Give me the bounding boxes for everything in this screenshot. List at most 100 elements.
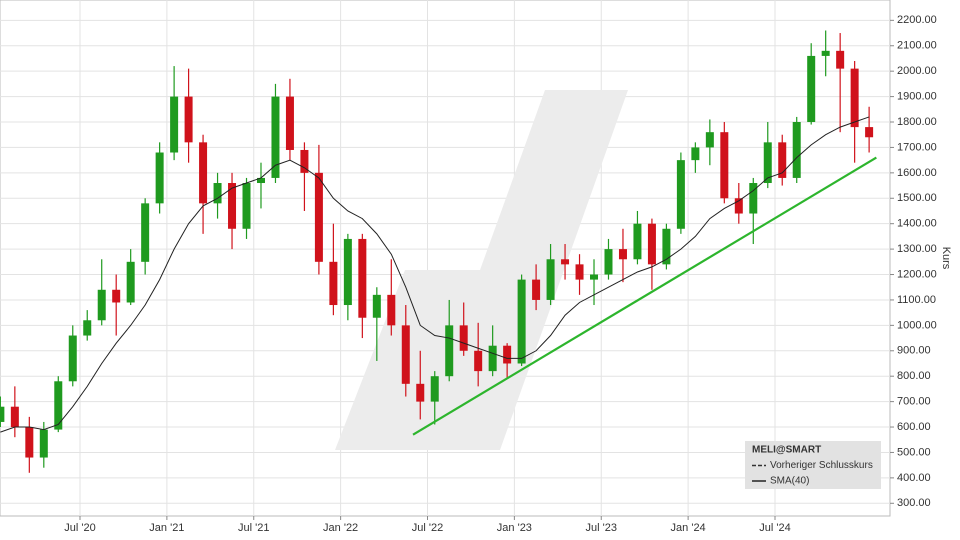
candle-body: [807, 55, 816, 123]
x-tick-label: Jan '24: [671, 522, 706, 534]
legend-box: [745, 441, 881, 489]
candle-body: [68, 335, 77, 382]
y-tick-label: 400.00: [897, 472, 931, 484]
candle-body: [83, 320, 92, 336]
candle-body: [850, 68, 859, 128]
candle-body: [343, 238, 352, 306]
y-tick-label: 1700.00: [897, 141, 937, 153]
candle-body: [401, 325, 410, 384]
y-tick-label: 1300.00: [897, 243, 937, 255]
candle-body: [242, 183, 251, 229]
y-tick-label: 1500.00: [897, 192, 937, 204]
y-tick-label: 2000.00: [897, 65, 937, 77]
candle-body: [546, 259, 555, 300]
legend: MELI@SMART Vorheriger Schlusskurs SMA(40): [745, 441, 881, 489]
x-tick-label: Jul '20: [64, 522, 95, 534]
candle-body: [561, 259, 570, 265]
candle-body: [618, 249, 627, 260]
x-tick-label: Jan '23: [497, 522, 532, 534]
candle-body: [54, 381, 63, 430]
candle-body: [647, 223, 656, 265]
candle-body: [387, 294, 396, 326]
x-tick-label: Jul '23: [586, 522, 617, 534]
candle-body: [778, 142, 787, 178]
candle-body: [633, 223, 642, 260]
x-tick-label: Jul '21: [238, 522, 269, 534]
x-tick-label: Jul '24: [759, 522, 790, 534]
candle-body: [691, 147, 700, 161]
candle-body: [256, 177, 265, 184]
x-tick-label: Jul '22: [412, 522, 443, 534]
candle-body: [763, 142, 772, 184]
y-tick-label: 1000.00: [897, 319, 937, 331]
candle-body: [199, 142, 208, 204]
candle-body: [170, 96, 179, 153]
candle-body: [126, 261, 135, 303]
x-tick-label: Jan '21: [149, 522, 184, 534]
candle-body: [184, 96, 193, 143]
candle-body: [705, 132, 714, 148]
y-tick-label: 500.00: [897, 446, 931, 458]
legend-label: Vorheriger Schlusskurs: [770, 460, 873, 471]
y-tick-label: 900.00: [897, 345, 931, 357]
candle-body: [734, 198, 743, 214]
legend-label: MELI@SMART: [752, 445, 821, 456]
candle-body: [155, 152, 164, 204]
candle-body: [285, 96, 294, 150]
candle-body: [39, 429, 48, 458]
candle-body: [575, 264, 584, 280]
candle-body: [213, 183, 222, 204]
candle-body: [358, 238, 367, 318]
candle-body: [604, 249, 613, 275]
candle-body: [329, 261, 338, 306]
y-tick-label: 300.00: [897, 497, 931, 509]
candle-body: [271, 96, 280, 178]
y-tick-label: 1400.00: [897, 218, 937, 230]
y-tick-label: 600.00: [897, 421, 931, 433]
y-tick-label: 1800.00: [897, 116, 937, 128]
candle-body: [662, 228, 671, 265]
candle-body: [314, 172, 323, 262]
candle-body: [459, 325, 468, 351]
y-tick-label: 1100.00: [897, 294, 936, 306]
candle-body: [720, 132, 729, 199]
candle-body: [821, 50, 830, 56]
watermark: [335, 90, 628, 450]
candle-body: [503, 345, 512, 364]
trend-line: [412, 156, 877, 436]
x-tick-label: Jan '22: [323, 522, 358, 534]
candle-body: [445, 325, 454, 377]
y-tick-label: 2100.00: [897, 40, 937, 52]
candle-body: [25, 427, 34, 458]
candle-body: [792, 122, 801, 178]
y-tick-label: 1200.00: [897, 268, 937, 280]
candle-body: [590, 274, 599, 280]
y-tick-label: 1900.00: [897, 90, 937, 102]
candle-body: [97, 289, 106, 321]
candle-body: [10, 406, 19, 428]
candle-body: [430, 376, 439, 402]
candle-body: [0, 406, 5, 422]
y-axis-label: Kurs: [940, 247, 952, 270]
y-tick-label: 800.00: [897, 370, 931, 382]
legend-label: SMA(40): [770, 476, 809, 487]
candle-body: [865, 127, 874, 138]
candle-body: [300, 149, 309, 173]
candle-body: [676, 160, 685, 229]
candle-body: [836, 50, 845, 69]
y-tick-label: 700.00: [897, 396, 931, 408]
candle-body: [532, 279, 541, 300]
y-tick-label: 1600.00: [897, 167, 937, 179]
candle-body: [112, 289, 121, 303]
candle-body: [372, 294, 381, 318]
candle-body: [474, 350, 483, 372]
sma-line: [0, 116, 870, 433]
candle-body: [517, 279, 526, 364]
candle-body: [141, 203, 150, 262]
y-tick-label: 2200.00: [897, 14, 937, 26]
candle-body: [228, 183, 237, 229]
candle-body: [488, 345, 497, 372]
candle-body: [749, 183, 758, 214]
candle-body: [416, 383, 425, 402]
